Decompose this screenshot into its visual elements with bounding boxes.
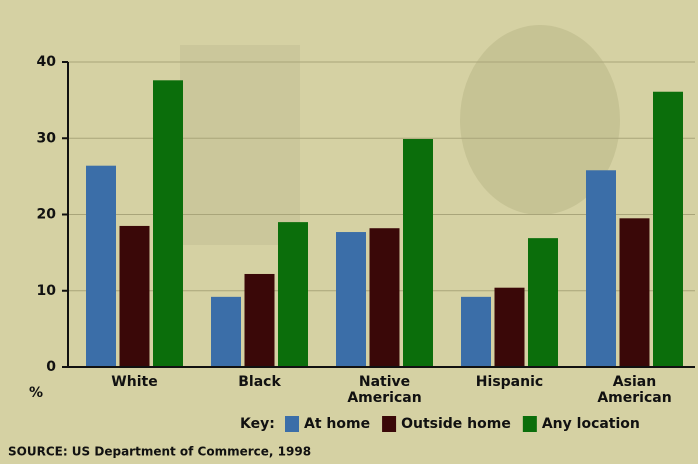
bar: [211, 297, 241, 367]
y-tick-label: 40: [37, 54, 57, 70]
legend-swatch: [523, 416, 537, 432]
legend-label: Outside home: [401, 416, 511, 432]
y-axis-label: %: [29, 385, 43, 401]
x-tick-label: Native American: [340, 374, 430, 406]
source: SOURCE: US Department of Commerce, 1998: [8, 445, 311, 459]
bar: [336, 232, 366, 367]
y-tick-label: 30: [37, 130, 57, 146]
bar: [495, 288, 525, 367]
bar: [528, 238, 558, 367]
y-tick-label: 20: [37, 207, 57, 223]
bar: [620, 218, 650, 367]
legend-swatch: [285, 416, 299, 432]
bar: [403, 139, 433, 367]
legend-title: Key:: [240, 416, 275, 432]
bar: [461, 297, 491, 367]
chart: % Key: SOURCE: US Department of Commerce…: [0, 0, 698, 464]
bar: [278, 222, 308, 367]
bar: [653, 92, 683, 367]
x-tick-label: Asian American: [590, 374, 680, 406]
y-tick-label: 10: [37, 283, 57, 299]
bar: [120, 226, 150, 367]
x-tick-label: Black: [215, 374, 305, 390]
bar: [86, 166, 116, 367]
bar: [153, 80, 183, 367]
x-tick-label: White: [90, 374, 180, 390]
legend-swatch: [382, 416, 396, 432]
bar: [245, 274, 275, 367]
bar: [370, 228, 400, 367]
legend-label: Any location: [542, 416, 640, 432]
y-tick-label: 0: [46, 359, 56, 375]
x-tick-label: Hispanic: [465, 374, 555, 390]
legend-label: At home: [304, 416, 370, 432]
bar: [586, 170, 616, 367]
